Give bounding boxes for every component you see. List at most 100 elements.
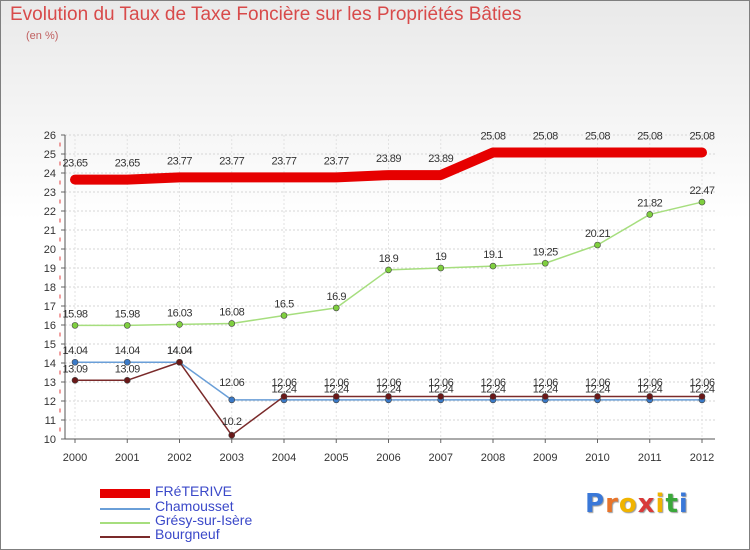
data-point (71, 358, 79, 366)
data-point (541, 393, 549, 400)
logo-letter: r (605, 489, 619, 519)
data-point (594, 393, 601, 400)
y-tick-label: 14 (44, 358, 56, 370)
data-label: 23.77 (167, 155, 192, 167)
data-label: 23.89 (428, 153, 453, 165)
data-label: 19.1 (483, 249, 503, 261)
data-point (385, 393, 392, 400)
data-point (71, 376, 79, 384)
data-label: 12.06 (324, 377, 349, 389)
x-tick-label: 2003 (220, 452, 244, 464)
logo-letter: t (665, 489, 679, 519)
data-point (489, 393, 497, 400)
data-label: 25.08 (533, 130, 558, 142)
data-label: 23.89 (376, 153, 401, 165)
data-label: 16.08 (219, 306, 244, 318)
y-unit-label: (en %) (26, 30, 59, 42)
data-label: 12.24 (689, 383, 714, 395)
data-label: 12.06 (585, 377, 610, 389)
y-tick-label: 20 (44, 244, 56, 256)
data-label: 23.77 (324, 155, 349, 167)
legend-swatch-bourgneuf (100, 536, 150, 538)
y-tick-label: 19 (44, 263, 56, 275)
data-point (280, 312, 288, 319)
y-tick-label: 11 (45, 415, 56, 427)
y-tick-label: 17 (44, 301, 56, 313)
data-label: 15.98 (62, 308, 87, 320)
x-tick-label: 2010 (585, 452, 609, 464)
data-point (332, 304, 340, 312)
y-tick-label: 16 (44, 320, 56, 332)
data-label: 23.77 (271, 155, 296, 167)
data-label: 19 (435, 251, 447, 263)
x-tick-label: 2011 (638, 452, 662, 464)
data-label: 12.24 (324, 383, 349, 395)
data-label: 16.03 (167, 307, 192, 319)
data-point (176, 321, 183, 328)
data-label: 12.06 (480, 377, 505, 389)
logo-letter: i (678, 489, 689, 519)
data-point (71, 322, 79, 329)
x-tick-label: 2005 (324, 452, 348, 464)
legend-label-gresy: Grésy-sur-Isère (155, 512, 253, 528)
x-tick-label: 2008 (481, 452, 505, 464)
proxiti-logo: Proxiti (585, 489, 689, 519)
data-label: 12.06 (533, 377, 558, 389)
x-tick-label: 2006 (376, 452, 400, 464)
data-label: 23.65 (62, 158, 87, 170)
y-tick-label: 25 (44, 149, 56, 161)
data-label: 19.25 (533, 246, 558, 258)
data-label: 12.24 (637, 383, 662, 395)
data-label: 25.08 (689, 130, 714, 142)
x-tick-label: 2012 (690, 452, 714, 464)
data-point (646, 393, 654, 400)
data-label: 14.04 (115, 345, 140, 357)
data-label: 12.24 (585, 383, 610, 395)
data-label: 12.06 (376, 377, 401, 389)
chart-title: Evolution du Taux de Taxe Foncière sur l… (10, 4, 522, 25)
x-tick-label: 2000 (63, 452, 87, 464)
data-point (437, 264, 445, 272)
legend-swatch-gresy (100, 522, 150, 524)
y-tick-label: 22 (44, 206, 56, 218)
data-point (228, 396, 236, 404)
data-label: 20.21 (585, 228, 610, 240)
data-point (541, 259, 549, 267)
data-label: 23.77 (219, 155, 244, 167)
logo-letter: P (585, 489, 606, 519)
x-tick-label: 2001 (115, 452, 139, 464)
data-label: 18.9 (379, 253, 399, 265)
data-label: 12.24 (376, 383, 401, 395)
data-label: 13.09 (62, 363, 87, 375)
x-tick-label: 2002 (167, 452, 191, 464)
series-line (70, 147, 707, 185)
data-point (698, 198, 706, 206)
data-label: 25.08 (585, 130, 610, 142)
data-point (489, 262, 497, 270)
data-label: 25.08 (637, 130, 662, 142)
data-label: 13.09 (115, 363, 140, 375)
legend-swatch-freterive (100, 489, 150, 498)
data-point (646, 211, 654, 218)
data-label: 14.04 (167, 345, 192, 357)
data-point (123, 358, 131, 366)
y-tick-label: 18 (44, 282, 56, 294)
data-label: 12.06 (637, 377, 662, 389)
data-point (698, 393, 706, 400)
data-point (228, 320, 236, 327)
data-point (123, 322, 131, 329)
data-label: 14.04 (167, 345, 192, 357)
y-tick-label: 26 (44, 130, 56, 142)
data-label: 16.9 (327, 291, 347, 303)
data-label: 16.5 (274, 299, 294, 311)
y-tick-label: 12 (44, 396, 56, 408)
data-point (594, 241, 601, 249)
legend-label-bourgneuf: Bourgneuf (155, 526, 220, 542)
legend-swatch-chamousset (100, 508, 150, 510)
x-tick-label: 2007 (429, 452, 453, 464)
x-tick-label: 2009 (533, 452, 557, 464)
data-point (280, 393, 288, 400)
data-point (385, 266, 392, 274)
data-label: 12.24 (428, 383, 453, 395)
